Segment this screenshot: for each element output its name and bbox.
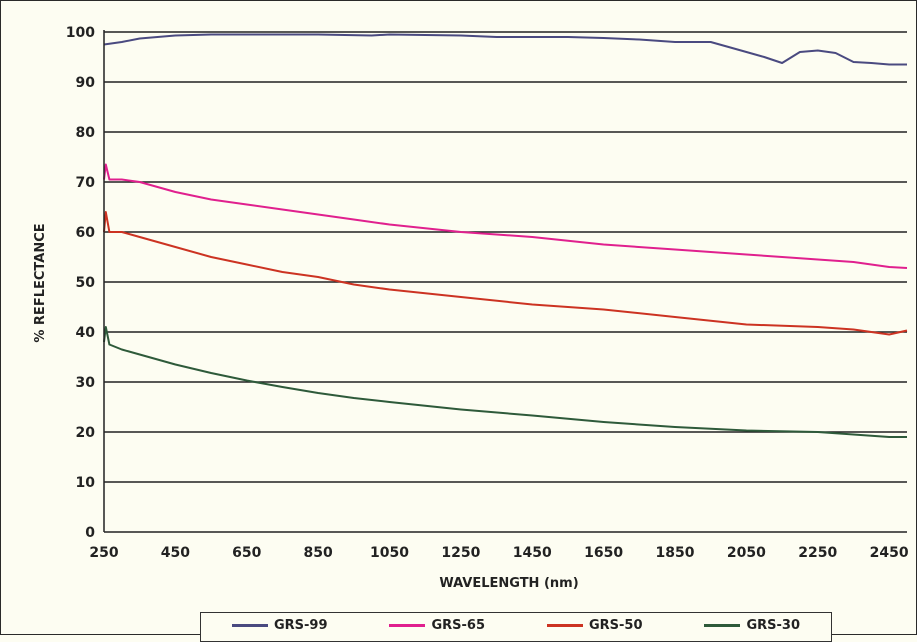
x-tick-label-2250: 2250: [798, 545, 837, 561]
legend-label: GRS-30: [746, 618, 801, 633]
x-tick-label-850: 850: [304, 545, 333, 561]
x-tick-label-1850: 1850: [656, 545, 695, 561]
axes: [103, 30, 907, 533]
legend-item-grs-30: GRS-30: [704, 618, 800, 633]
y-tick-label-40: 40: [76, 325, 96, 341]
x-tick-label-1250: 1250: [441, 545, 480, 561]
legend-item-grs-99: GRS-99: [231, 618, 328, 633]
y-tick-label-0: 0: [85, 525, 95, 541]
y-axis-title: % REFLECTANCE: [33, 223, 48, 342]
y-tick-label-20: 20: [76, 425, 96, 441]
legend: GRS-99 GRS-65 GRS-50 GRS-30: [200, 612, 832, 642]
series-lines: [103, 33, 908, 438]
y-tick-label-60: 60: [76, 225, 96, 241]
x-tick-label-650: 650: [232, 545, 261, 561]
gridlines: [104, 31, 907, 483]
legend-item-grs-65: GRS-65: [389, 618, 485, 633]
legend-item-grs-50: GRS-50: [546, 618, 643, 633]
x-tick-label-1650: 1650: [584, 545, 623, 561]
x-tick-label-1450: 1450: [513, 545, 552, 561]
x-tick-label-2050: 2050: [727, 545, 766, 561]
series-line-grs-99: [103, 33, 907, 66]
y-tick-labels: 0 10 20 30 40 50 60 70 80 90 100: [66, 25, 95, 541]
y-tick-label-90: 90: [76, 75, 96, 91]
legend-swatch: [704, 624, 741, 627]
legend-label: GRS-50: [588, 618, 643, 633]
y-tick-label-50: 50: [76, 275, 96, 291]
y-tick-label-70: 70: [76, 175, 96, 191]
y-tick-label-100: 100: [66, 25, 95, 41]
x-tick-label-250: 250: [89, 545, 118, 561]
series-line-grs-50: [103, 211, 908, 336]
legend-label: GRS-65: [431, 618, 486, 633]
x-tick-labels: 250 450 650 850 1050 1250 1450 1650 1850 2050 2250…: [89, 545, 909, 561]
y-tick-label-80: 80: [76, 125, 96, 141]
y-tick-label-10: 10: [76, 475, 96, 491]
x-tick-label-1050: 1050: [370, 545, 409, 561]
x-tick-label-2450: 2450: [870, 545, 909, 561]
legend-swatch: [231, 624, 268, 627]
legend-swatch: [389, 624, 426, 627]
series-line-grs-65: [103, 163, 908, 269]
legend-label: GRS-99: [273, 618, 328, 633]
x-axis-title: WAVELENGTH (nm): [439, 576, 578, 591]
x-tick-label-450: 450: [161, 545, 190, 561]
y-tick-label-30: 30: [76, 375, 96, 391]
series-line-grs-30: [103, 326, 907, 438]
legend-swatch: [546, 624, 583, 627]
